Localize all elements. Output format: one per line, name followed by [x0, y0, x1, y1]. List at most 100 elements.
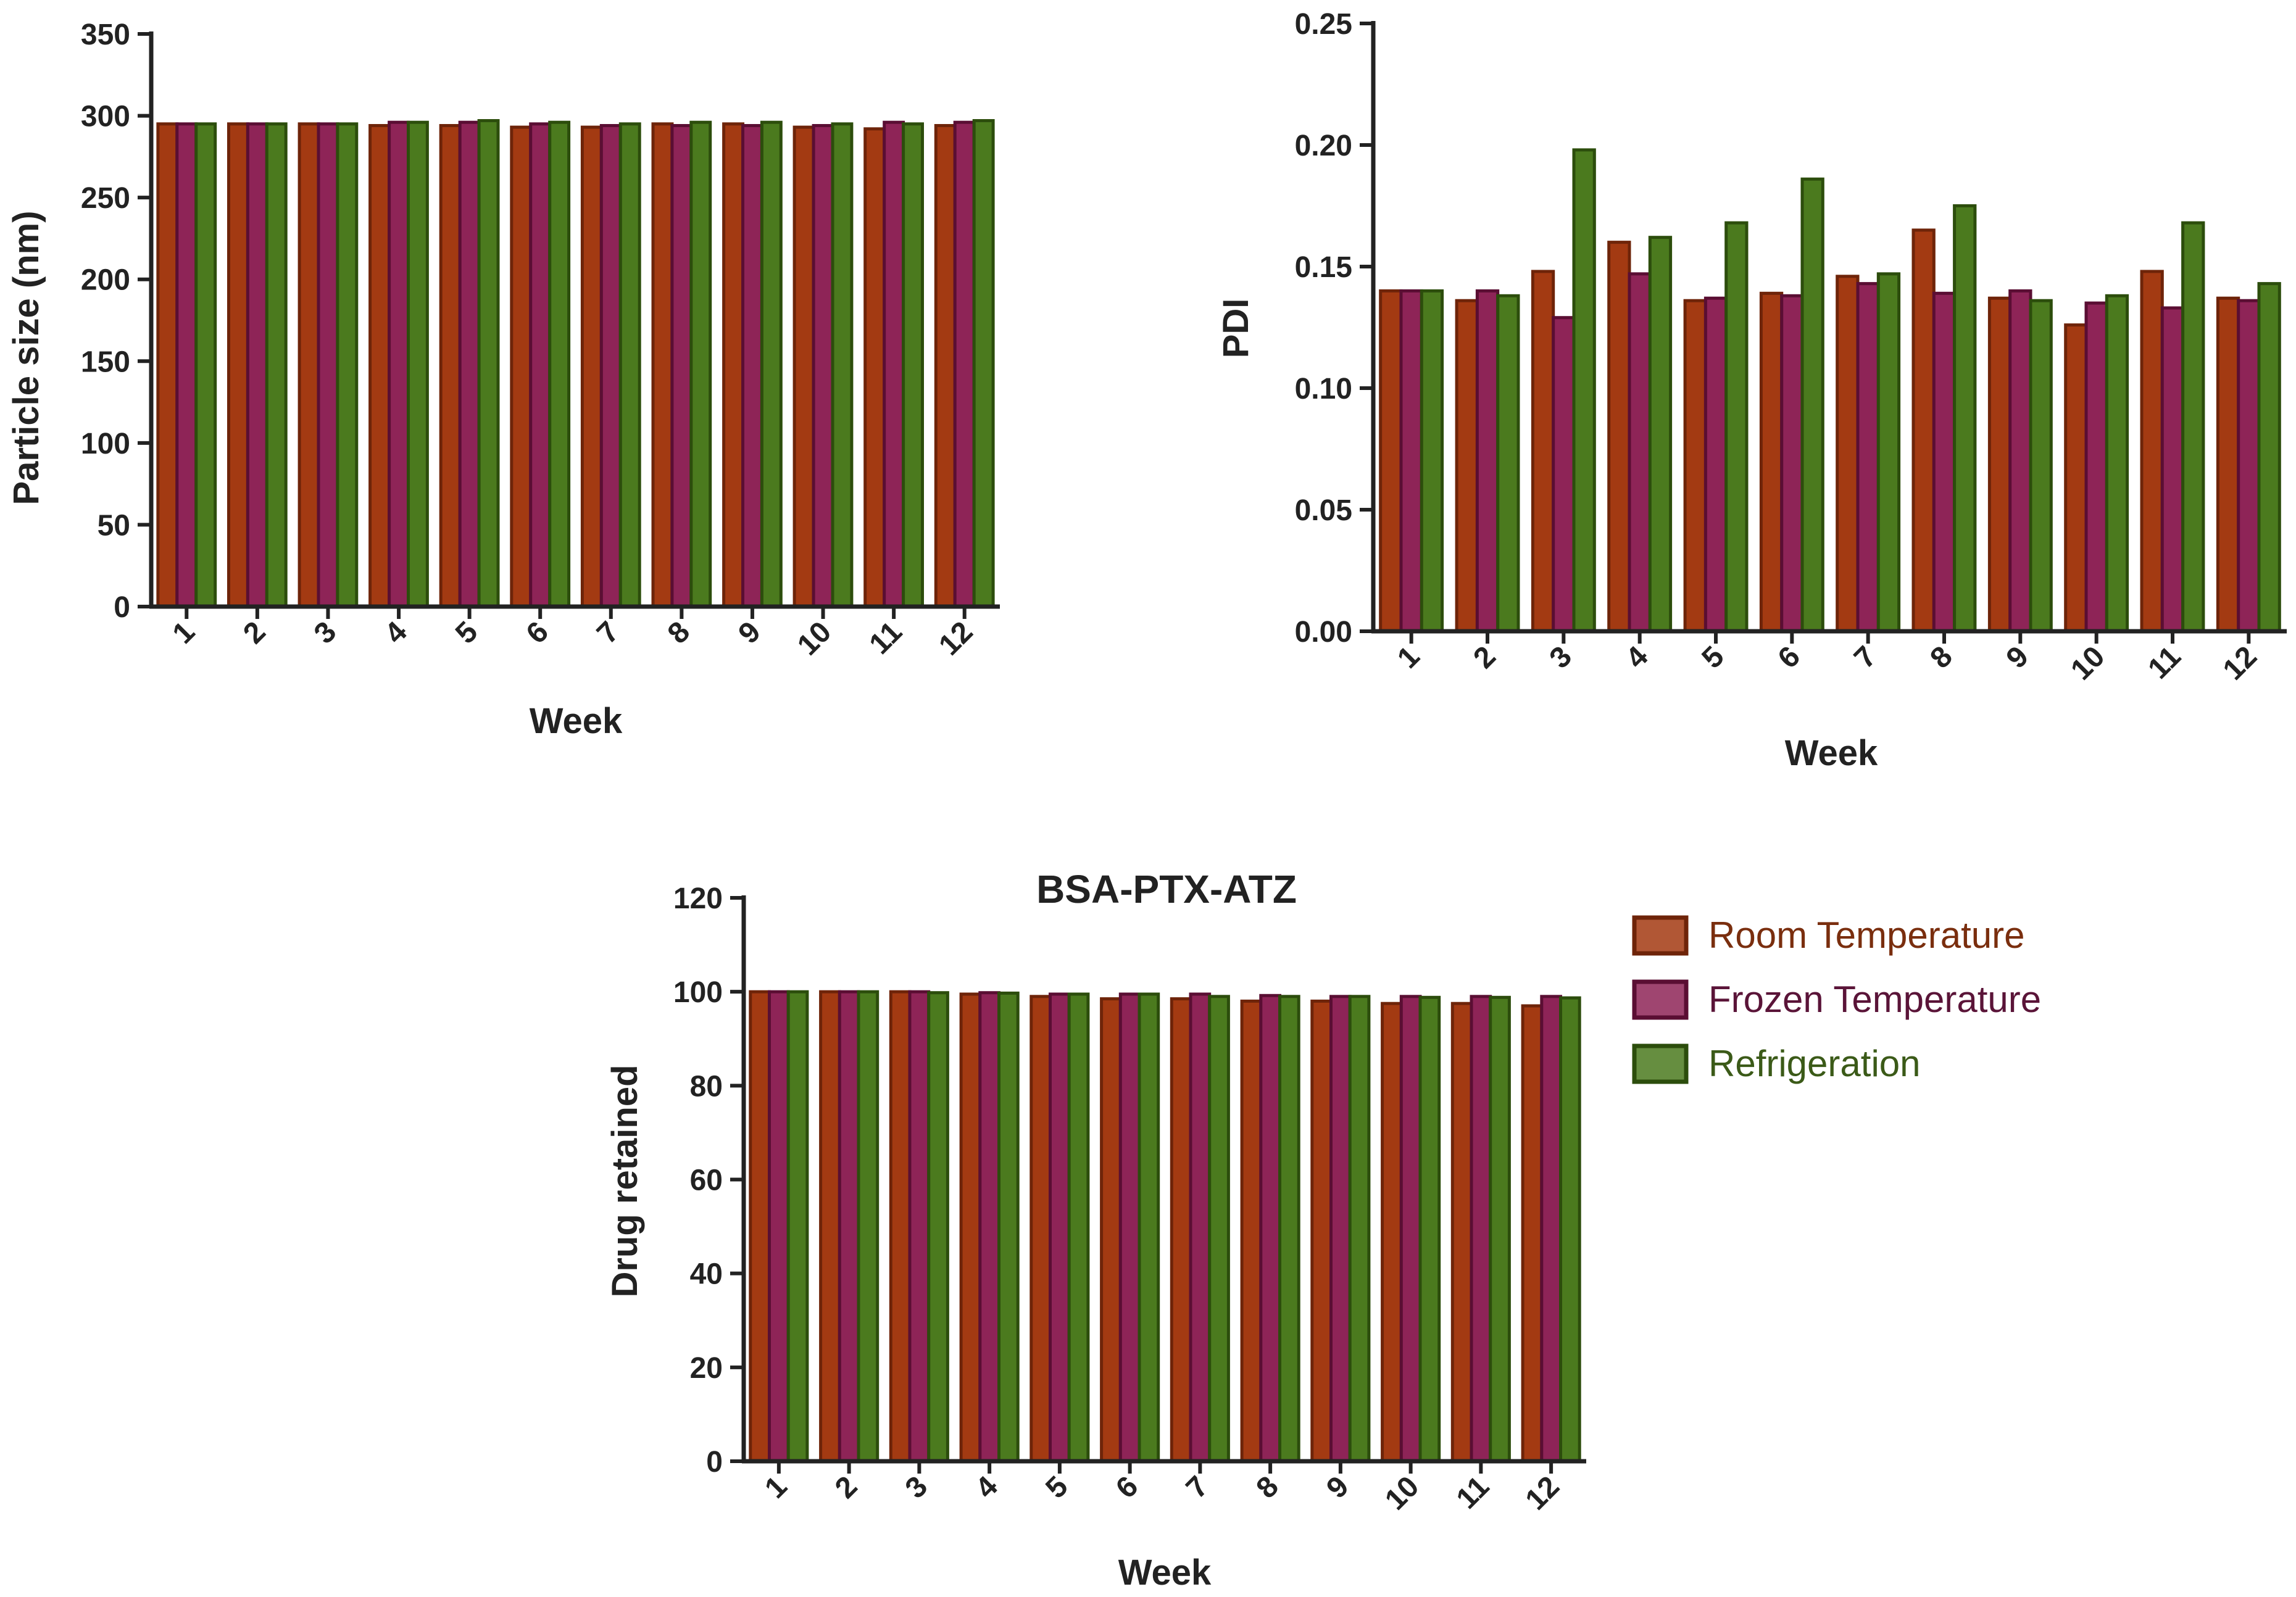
- particle-size-x-tick-label: 6: [520, 615, 555, 650]
- drug-retained-bar-room-temperature-week-9: [1310, 999, 1333, 1463]
- drug-retained-bar-frozen-temperature-week-2: [838, 990, 860, 1463]
- pdi-bar-frozen-temperature-week-12: [2237, 299, 2261, 633]
- pdi-x-tick-label: 12: [2217, 640, 2263, 686]
- drug-retained-y-tick-label: 100: [673, 976, 723, 1009]
- particle-size-bar-room-temperature-week-8: [651, 122, 674, 608]
- particle-size-y-tick-label: 150: [81, 346, 130, 378]
- pdi-bar-frozen-temperature-week-5: [1703, 296, 1728, 633]
- pdi-x-tick-label: 1: [1391, 640, 1426, 674]
- particle-size-chart: Particle size (nm) Week 0 50 100 150 200 250 3…: [6, 19, 1000, 741]
- particle-size-bar-room-temperature-week-11: [863, 127, 886, 608]
- drug-retained-y-tick-label: 60: [690, 1164, 723, 1197]
- particle-size-x-tick-label: 8: [662, 615, 696, 650]
- pdi-bar-refrigeration-week-12: [2257, 282, 2281, 633]
- drug-retained-bar-frozen-temperature-week-11: [1470, 995, 1492, 1463]
- legend-item-room-temperature: Room Temperature: [1632, 915, 2024, 956]
- pdi-bar-room-temperature-week-11: [2140, 270, 2164, 633]
- particle-size-bar-room-temperature-week-10: [792, 125, 815, 608]
- pdi-bar-room-temperature-week-3: [1531, 270, 1555, 633]
- particle-size-x-tick-label: 10: [791, 615, 838, 662]
- particle-size-bar-refrigeration-week-12: [972, 119, 995, 608]
- drug-retained-x-axis-title: Week: [1118, 1553, 1212, 1593]
- pdi-bar-room-temperature-week-9: [1987, 296, 2012, 633]
- drug-retained-x-tick-label: 7: [1180, 1470, 1215, 1504]
- drug-retained-bar-refrigeration-week-3: [927, 991, 949, 1463]
- drug-retained-bar-frozen-temperature-week-7: [1189, 992, 1212, 1463]
- drug-retained-bar-room-temperature-week-11: [1450, 1002, 1473, 1463]
- drug-retained-bar-frozen-temperature-week-10: [1399, 995, 1422, 1463]
- pdi-bar-frozen-temperature-week-11: [2160, 306, 2185, 633]
- particle-size-bar-room-temperature-week-7: [580, 125, 603, 608]
- pdi-y-tick-label: 0.00: [1295, 616, 1352, 649]
- drug-retained-bar-room-temperature-week-5: [1029, 995, 1052, 1463]
- particle-size-bar-refrigeration-week-3: [336, 122, 359, 608]
- particle-size-bar-refrigeration-week-7: [618, 122, 641, 608]
- particle-size-bar-frozen-temperature-week-12: [953, 120, 976, 608]
- particle-size-bar-room-temperature-week-2: [227, 122, 249, 608]
- drug-retained-x-tick-label: 5: [1039, 1470, 1074, 1504]
- particle-size-bar-refrigeration-week-2: [265, 122, 288, 608]
- pdi-bar-room-temperature-week-10: [2064, 323, 2088, 633]
- pdi-bar-room-temperature-week-4: [1607, 241, 1631, 633]
- legend-item-refrigeration: Refrigeration: [1632, 1043, 1921, 1084]
- particle-size-bar-room-temperature-week-4: [368, 124, 391, 608]
- legend: Room Temperature Frozen Temperature Refr…: [1632, 915, 2041, 1084]
- pdi-bar-room-temperature-week-5: [1683, 299, 1707, 633]
- legend-label-refrigeration: Refrigeration: [1708, 1043, 1921, 1084]
- pdi-bar-room-temperature-week-1: [1379, 289, 1403, 633]
- particle-size-y-tick-label: 350: [81, 19, 130, 51]
- drug-retained-bar-refrigeration-week-2: [857, 990, 880, 1463]
- particle-size-y-tick-label: 300: [81, 101, 130, 133]
- drug-retained-x-tick-label: 10: [1379, 1470, 1425, 1516]
- pdi-bar-frozen-temperature-week-8: [1932, 291, 1957, 633]
- particle-size-x-axis-title: Week: [530, 701, 623, 741]
- particle-size-x-tick-label: 4: [378, 615, 414, 650]
- legend-label-frozen-temperature: Frozen Temperature: [1708, 979, 2041, 1020]
- particle-size-bar-frozen-temperature-week-8: [670, 124, 693, 608]
- pdi-bar-refrigeration-week-9: [2029, 299, 2053, 633]
- drug-retained-y-axis-title: Drug retained: [605, 1064, 645, 1297]
- drug-retained-x-tick-label: 12: [1520, 1470, 1566, 1516]
- drug-retained-bar-refrigeration-week-9: [1348, 995, 1371, 1463]
- drug-retained-bar-room-temperature-week-1: [749, 990, 772, 1463]
- particle-size-x-tick-label: 12: [933, 615, 979, 662]
- drug-retained-bar-refrigeration-week-11: [1489, 995, 1511, 1463]
- drug-retained-x-tick-label: 4: [970, 1470, 1005, 1505]
- particle-size-x-tick-label: 2: [237, 615, 272, 650]
- pdi-x-tick-label: 9: [2000, 640, 2035, 674]
- pdi-bar-room-temperature-week-8: [1911, 228, 1936, 633]
- particle-size-bar-frozen-temperature-week-4: [388, 120, 410, 608]
- pdi-x-tick-label: 8: [1924, 640, 1958, 674]
- pdi-chart: PDI Week 0.000.050.100.150.200.251 2 3 4 5 6 7…: [1216, 8, 2287, 773]
- pdi-y-tick-label: 0.25: [1295, 8, 1352, 41]
- particle-size-bar-refrigeration-week-1: [194, 122, 217, 608]
- pdi-bar-refrigeration-week-7: [1876, 272, 1901, 633]
- particle-size-bar-room-temperature-week-1: [156, 122, 179, 608]
- particle-size-bar-refrigeration-week-8: [689, 120, 712, 608]
- legend-swatch-room-temperature: [1632, 915, 1689, 956]
- particle-size-bar-frozen-temperature-week-11: [883, 120, 905, 608]
- pdi-x-tick-label: 5: [1695, 640, 1730, 674]
- legend-label-room-temperature: Room Temperature: [1708, 915, 2024, 956]
- drug-retained-bar-room-temperature-week-12: [1521, 1004, 1544, 1463]
- drug-retained-bar-frozen-temperature-week-6: [1118, 992, 1141, 1463]
- particle-size-y-tick-label: 50: [98, 509, 130, 542]
- particle-size-y-tick-label: 0: [114, 591, 130, 624]
- drug-retained-bar-frozen-temperature-week-3: [908, 990, 931, 1463]
- legend-swatch-refrigeration: [1632, 1043, 1689, 1084]
- particle-size-bar-refrigeration-week-5: [477, 119, 500, 608]
- drug-retained-bar-frozen-temperature-week-1: [768, 990, 790, 1463]
- pdi-bar-frozen-temperature-week-3: [1552, 316, 1576, 633]
- particle-size-bar-room-temperature-week-3: [297, 122, 320, 608]
- particle-size-x-tick-label: 11: [863, 615, 909, 660]
- drug-retained-x-tick-label: 6: [1110, 1470, 1144, 1504]
- drug-retained-bar-refrigeration-week-4: [997, 991, 1020, 1463]
- drug-retained-chart: BSA-PTX-ATZ Drug retained Week 0 20 40 60 80…: [605, 867, 1586, 1593]
- drug-retained-chart-title: BSA-PTX-ATZ: [1036, 867, 1297, 911]
- pdi-bar-frozen-temperature-week-9: [2008, 289, 2032, 633]
- drug-retained-bar-frozen-temperature-week-5: [1049, 992, 1071, 1463]
- particle-size-x-tick-label: 7: [591, 615, 625, 650]
- drug-retained-bar-room-temperature-week-7: [1170, 997, 1192, 1463]
- pdi-y-tick-label: 0.10: [1295, 373, 1352, 405]
- particle-size-bar-frozen-temperature-week-10: [812, 124, 834, 608]
